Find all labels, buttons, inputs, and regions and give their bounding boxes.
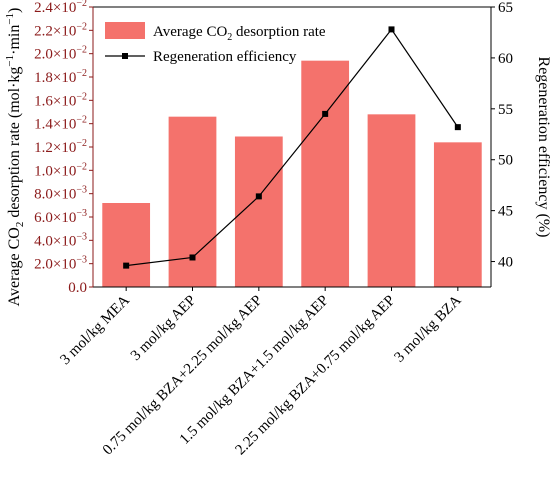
left-tick-label-5: 1.0×10−2	[34, 161, 87, 179]
left-tick-exponent: −2	[76, 21, 87, 32]
left-tick-label-0: 0.0	[68, 280, 87, 296]
left-tick-exponent: −3	[76, 208, 87, 219]
left-axis-title-main: Average CO	[6, 227, 23, 306]
left-tick-exponent: −2	[76, 68, 87, 79]
left-axis-title-rest: desorption rate (mol·kg	[6, 67, 23, 222]
left-tick-mantissa: 2.0×10	[34, 257, 76, 273]
legend-bar-swatch	[105, 22, 145, 39]
left-tick-label-11: 2.2×10−2	[34, 21, 87, 39]
left-axis-title-end: )	[6, 8, 23, 13]
left-tick-label-8: 1.6×10−2	[34, 91, 87, 109]
x-tick-label-6: 3 mol/kg BZA	[391, 292, 464, 365]
legend-line-marker	[122, 53, 128, 59]
left-tick-mantissa: 1.0×10	[34, 163, 76, 179]
left-axis-title: Average CO2 desorption rate (mol·kg−1·mi…	[4, 8, 26, 307]
right-tick-label-5: 65	[498, 0, 513, 16]
left-tick-mantissa: 1.8×10	[34, 70, 76, 86]
bar-5	[367, 114, 416, 287]
efficiency-point-2	[189, 254, 196, 261]
left-tick-mantissa: 8.0×10	[34, 187, 76, 203]
left-tick-mantissa: 6.0×10	[34, 210, 76, 226]
legend-bar-label-main: Average CO	[153, 24, 227, 40]
efficiency-point-3	[255, 193, 262, 200]
legend-bar-label-rest: desorption rate	[232, 24, 326, 40]
left-tick-exponent: −2	[76, 138, 87, 149]
left-tick-label-12: 2.4×10−2	[34, 0, 87, 16]
left-tick-label-3: 6.0×10−3	[34, 208, 87, 226]
legend-line-label: Regeneration efficiency	[153, 49, 297, 65]
legend-layer: Average CO2 desorption rate Regeneration …	[105, 22, 326, 65]
efficiency-point-1	[123, 262, 130, 269]
left-axis-title-superscript-1: −1	[4, 55, 16, 67]
left-tick-label-4: 8.0×10−3	[34, 185, 87, 203]
efficiency-point-4	[322, 110, 329, 117]
left-tick-exponent: −2	[76, 161, 87, 172]
left-tick-label-6: 1.2×10−2	[34, 138, 87, 156]
bar-1	[102, 203, 151, 287]
left-tick-label-2: 4.0×10−3	[34, 231, 87, 249]
x-tick-label-2: 3 mol/kg AEP	[128, 293, 199, 364]
right-tick-label-3: 55	[498, 102, 513, 118]
left-tick-mantissa: 4.0×10	[34, 233, 76, 249]
left-tick-exponent: −3	[76, 185, 87, 196]
left-tick-mantissa: 2.0×10	[34, 47, 76, 63]
x-tick-label-1: 3 mol/kg MEA	[57, 292, 133, 368]
efficiency-point-6	[454, 124, 461, 131]
left-tick-mantissa: 2.2×10	[34, 23, 76, 39]
left-tick-exponent: −2	[76, 115, 87, 126]
right-tick-label-0: 40	[498, 255, 513, 271]
left-tick-mantissa: 1.2×10	[34, 140, 76, 156]
left-tick-mantissa: 1.4×10	[34, 117, 76, 133]
legend-bar-label: Average CO2 desorption rate	[153, 24, 326, 43]
line-layer	[123, 26, 461, 269]
left-tick-label-7: 1.4×10−2	[34, 115, 87, 133]
left-tick-label-1: 2.0×10−3	[34, 255, 87, 273]
left-tick-mantissa: 2.4×10	[34, 0, 76, 16]
bar-4	[301, 60, 350, 287]
left-axis-title-subscript: 2	[14, 222, 26, 228]
right-tick-label-1: 45	[498, 204, 513, 220]
bar-6	[433, 142, 482, 287]
left-tick-exponent: −2	[76, 45, 87, 56]
left-tick-exponent: −2	[76, 0, 87, 9]
bars-layer	[102, 60, 482, 288]
efficiency-point-5	[388, 26, 395, 33]
left-tick-label-10: 2.0×10−2	[34, 45, 87, 63]
left-tick-label-9: 1.8×10−2	[34, 68, 87, 86]
right-axis-title: Regeneration efficiency (%)	[535, 57, 550, 238]
efficiency-line	[126, 28, 459, 267]
legend-bar-label-subscript: 2	[227, 32, 232, 43]
right-tick-label-4: 60	[498, 51, 513, 67]
left-axis-title-superscript-2: −1	[4, 13, 16, 25]
right-tick-label-2: 50	[498, 153, 513, 169]
left-tick-exponent: −3	[76, 255, 87, 266]
left-axis-title-min: ·min	[6, 25, 23, 55]
left-tick-mantissa: 1.6×10	[34, 93, 76, 109]
left-tick-exponent: −2	[76, 91, 87, 102]
left-tick-exponent: −3	[76, 231, 87, 242]
bar-2	[168, 116, 217, 288]
